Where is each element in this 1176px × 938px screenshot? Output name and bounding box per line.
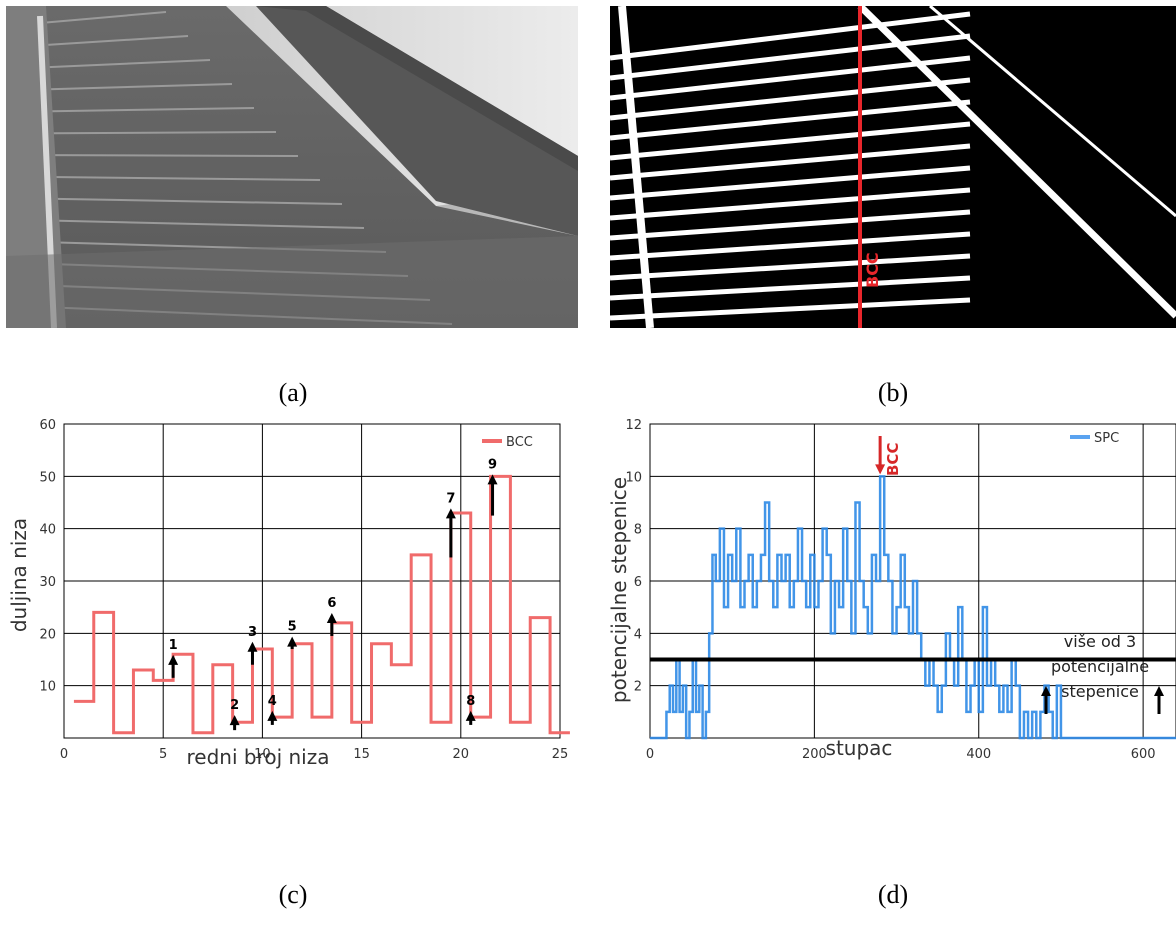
series-bcc-line [73, 474, 570, 735]
annotation-arrow-head [465, 710, 476, 721]
d-ytick-label: 10 [625, 470, 642, 485]
bcc-line-label: BCC [863, 252, 882, 288]
d-xtick-label: 0 [646, 747, 654, 762]
staircase-photo [5, 6, 578, 329]
c-ytick-label: 60 [39, 418, 56, 433]
d-ytick-label: 2 [634, 680, 642, 695]
annotation-arrow-head [168, 654, 179, 665]
c-xtick-label: 0 [60, 747, 68, 762]
handrail-edge-white [929, 4, 1176, 218]
d-xtick-label: 600 [1131, 747, 1156, 762]
c-ytick-label: 30 [39, 575, 56, 590]
d-ytick-label: 8 [634, 523, 642, 538]
threshold-note-arrow-right-head [1154, 686, 1164, 696]
stair-edge [5, 175, 321, 181]
chart-d: BCC 0 200 400 600 2 4 6 8 10 12 SPC stupac potenc… [596, 410, 1176, 800]
annotation-arrow-head [326, 613, 337, 624]
stair-edge-white [609, 11, 971, 61]
threshold-note-line-2: potencijalne [1051, 657, 1149, 676]
annotation-label: 2 [230, 698, 239, 713]
c-xtick-label: 5 [159, 747, 167, 762]
stair-edge-white [609, 253, 971, 281]
stair-edge-white [609, 165, 971, 201]
stair-edge-white [609, 231, 971, 261]
binary-edge-image: BCC [609, 3, 1176, 329]
stair-edge-white [609, 275, 971, 301]
d-ytick-label: 6 [634, 575, 642, 590]
stair-edge [5, 218, 365, 229]
chart-c-legend: BCC [482, 435, 533, 450]
railing-edge-white [618, 5, 654, 329]
c-xtick-label: 20 [453, 747, 470, 762]
d-xtick-label: 400 [966, 747, 991, 762]
stair-edge-white [609, 297, 971, 321]
c-xtick-label: 15 [353, 747, 370, 762]
annotation-arrow-head [247, 641, 258, 652]
annotation-label: 8 [466, 694, 475, 709]
caption-d: (d) [877, 880, 909, 909]
annotation-label: 6 [327, 596, 336, 611]
bcc-marker-arrowhead [875, 464, 886, 475]
chart-d-ylabel: potencijalne stepenice [607, 477, 631, 703]
bcc-marker-label: BCC [884, 443, 902, 476]
chart-c: 1 2 3 4 5 6 7 8 9 0 5 10 15 20 25 10 20 30 40 50 60 BCC red… [0, 410, 580, 800]
legend-label-spc: SPC [1094, 431, 1119, 446]
legend-label-bcc: BCC [506, 435, 533, 450]
annotation-label: 1 [169, 638, 178, 653]
caption-b: (b) [877, 378, 909, 407]
stair-edge-white [609, 187, 971, 221]
d-xtick-label: 200 [802, 747, 827, 762]
chart-c-ylabel: duljina niza [7, 518, 31, 632]
stair-edge-white [609, 33, 971, 81]
stair-edge [5, 197, 343, 205]
annotation-label: 7 [446, 492, 455, 507]
d-ytick-label: 4 [634, 627, 642, 642]
c-ytick-label: 10 [39, 680, 56, 695]
chart-c-xlabel: redni broj niza [187, 745, 330, 769]
annotation-arrow-head [287, 636, 298, 647]
chart-d-xlabel: stupac [826, 736, 893, 760]
annotation-arrow-head [445, 508, 456, 519]
wall-edge-white [857, 3, 1176, 319]
annotation-label: 3 [248, 625, 257, 640]
c-ytick-label: 20 [39, 627, 56, 642]
d-ytick-label: 12 [625, 418, 642, 433]
chart-d-legend: SPC [1070, 431, 1119, 446]
c-ytick-label: 40 [39, 523, 56, 538]
stair-edge-white [609, 209, 971, 241]
annotation-arrow-head [229, 715, 240, 726]
threshold-note-line-3: stepenice [1061, 682, 1139, 701]
annotation-arrow-head [267, 710, 278, 721]
threshold-note-arrow-left-head [1041, 686, 1051, 696]
c-xtick-label: 25 [552, 747, 569, 762]
stair-edge-white [609, 121, 971, 161]
series-spc-line [650, 475, 1176, 740]
stair-edge-white [609, 143, 971, 181]
stair-edge-white [609, 99, 971, 141]
stair-edge-white [609, 77, 971, 121]
caption-c: (c) [278, 880, 308, 909]
threshold-note-line-1: više od 3 [1064, 632, 1136, 651]
stair-edge-white [609, 55, 971, 101]
annotation-label: 5 [288, 620, 297, 635]
annotation-label: 4 [268, 694, 277, 709]
c-ytick-label: 50 [39, 470, 56, 485]
caption-a: (a) [278, 378, 308, 407]
c-xtick-label: 10 [254, 747, 271, 762]
annotation-label: 9 [488, 457, 497, 472]
annotation-arrow-head [487, 474, 498, 485]
